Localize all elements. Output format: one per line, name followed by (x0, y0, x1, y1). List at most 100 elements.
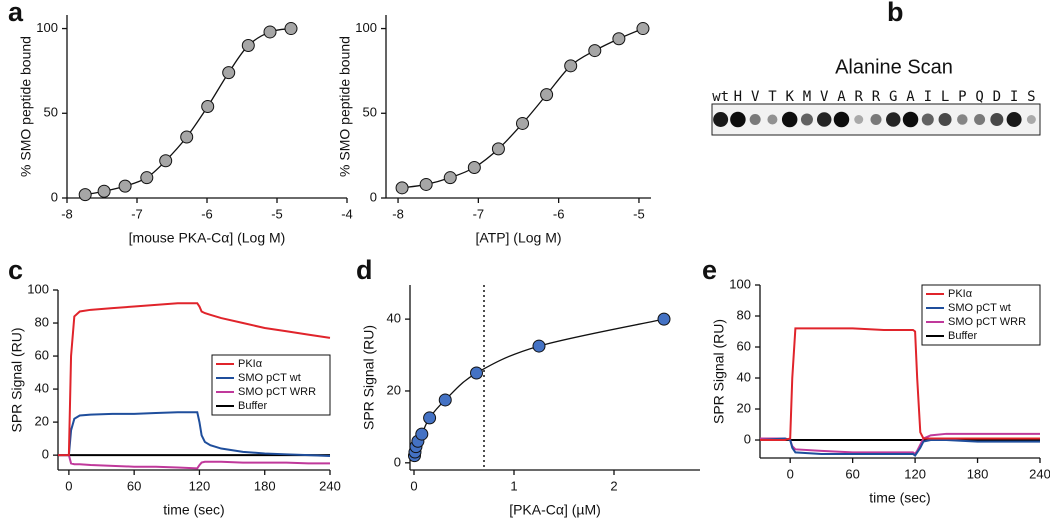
x-tick-label: 120 (189, 478, 211, 493)
y-tick-label: 20 (737, 400, 751, 415)
data-point (241, 39, 255, 52)
blot-spot (816, 112, 832, 127)
blot-spot (990, 113, 1004, 126)
lane-label: wt (712, 89, 729, 105)
legend-label: PKIα (238, 358, 263, 370)
lane-label: V (820, 89, 829, 105)
lane-label: H (734, 89, 742, 105)
data-point (491, 142, 505, 156)
panel-label: b (887, 0, 904, 27)
x-tick-label: -8 (61, 206, 73, 221)
y-tick-label: 20 (35, 414, 49, 429)
x-axis-title: [PKA-Cα] (µM) (509, 502, 601, 518)
series-line (58, 302, 331, 457)
data-point (222, 66, 236, 80)
y-axis-title: % SMO peptide bound (18, 36, 34, 177)
data-point (159, 154, 173, 168)
data-point (540, 88, 554, 102)
lane-label: Q (975, 89, 983, 105)
lane-label: A (837, 89, 846, 105)
blot-spot (957, 114, 968, 125)
blot-spot (921, 113, 934, 126)
y-tick-label: 60 (737, 338, 751, 353)
y-tick-label: 100 (729, 276, 751, 291)
y-tick-label: 60 (35, 347, 49, 362)
y-tick-label: 50 (363, 105, 377, 120)
lane-label: I (924, 89, 932, 105)
y-tick-label: 0 (42, 447, 49, 462)
legend-label: SMO pCT wt (238, 372, 301, 384)
legend-label: SMO pCT WRR (948, 316, 1026, 328)
y-tick-label: 0 (51, 189, 58, 204)
blot-spot (713, 112, 729, 127)
x-tick-label: 180 (967, 466, 989, 481)
blot-spot (749, 114, 761, 125)
data-point (140, 171, 154, 185)
data-point (588, 44, 602, 58)
x-tick-label: -5 (271, 206, 283, 221)
data-point (201, 100, 215, 113)
lane-label: D (993, 89, 1001, 105)
y-axis-title: SPR Signal (RU) (711, 319, 727, 424)
lane-label: L (941, 89, 949, 105)
legend-label: SMO pCT WRR (238, 386, 316, 398)
x-tick-label: -5 (633, 206, 645, 221)
data-point (438, 393, 452, 407)
data-point (516, 116, 530, 130)
y-tick-label: 0 (394, 454, 401, 469)
blot-spot (870, 114, 882, 125)
y-tick-label: 20 (387, 382, 401, 397)
data-point (532, 339, 546, 353)
blot-spot (854, 115, 864, 124)
lane-label: V (751, 89, 760, 105)
y-axis-title: % SMO peptide bound (337, 36, 353, 177)
series-line (759, 437, 1040, 457)
data-point (419, 177, 433, 191)
y-axis-title: SPR Signal (RU) (9, 327, 25, 432)
data-point (180, 130, 194, 144)
lane-label: K (785, 89, 794, 105)
x-axis-title: time (sec) (163, 502, 224, 518)
x-tick-label: 240 (319, 478, 341, 493)
blot-spot (1026, 115, 1036, 124)
blot-spot (938, 113, 952, 126)
legend-label: PKIα (948, 288, 973, 300)
blot-spot (800, 113, 813, 126)
fit-line (401, 27, 644, 189)
panel-label: e (702, 255, 717, 285)
data-point (263, 25, 277, 39)
lane-label: A (906, 89, 915, 105)
blot-spot (902, 111, 919, 128)
lane-label: I (1010, 89, 1018, 105)
x-tick-label: 60 (127, 478, 141, 493)
data-point (395, 181, 409, 195)
lane-label: G (889, 89, 897, 105)
blot-spot (781, 111, 798, 128)
data-point (284, 22, 298, 36)
y-tick-label: 40 (737, 369, 751, 384)
lane-label: R (872, 89, 881, 105)
data-point (470, 366, 483, 380)
panel-label: c (8, 255, 23, 285)
y-tick-label: 0 (370, 189, 377, 204)
data-point (564, 59, 578, 73)
x-tick-label: -7 (131, 206, 143, 221)
data-point (423, 411, 437, 425)
x-axis-title: [mouse PKA-Cα] (Log M) (129, 230, 286, 246)
data-point (657, 312, 671, 326)
y-tick-label: 0 (744, 431, 751, 446)
series-line (58, 411, 331, 457)
data-point (612, 32, 626, 46)
x-tick-label: 0 (787, 466, 794, 481)
blot-spot (1006, 112, 1022, 127)
fit-line (85, 27, 292, 196)
x-tick-label: 180 (254, 478, 276, 493)
x-tick-label: -6 (201, 206, 213, 221)
blot-spot (833, 111, 850, 128)
lane-label: T (768, 89, 777, 105)
x-tick-label: 240 (1029, 466, 1050, 481)
blot-title: Alanine Scan (835, 56, 953, 78)
data-point (78, 188, 92, 202)
data-point (467, 161, 481, 174)
